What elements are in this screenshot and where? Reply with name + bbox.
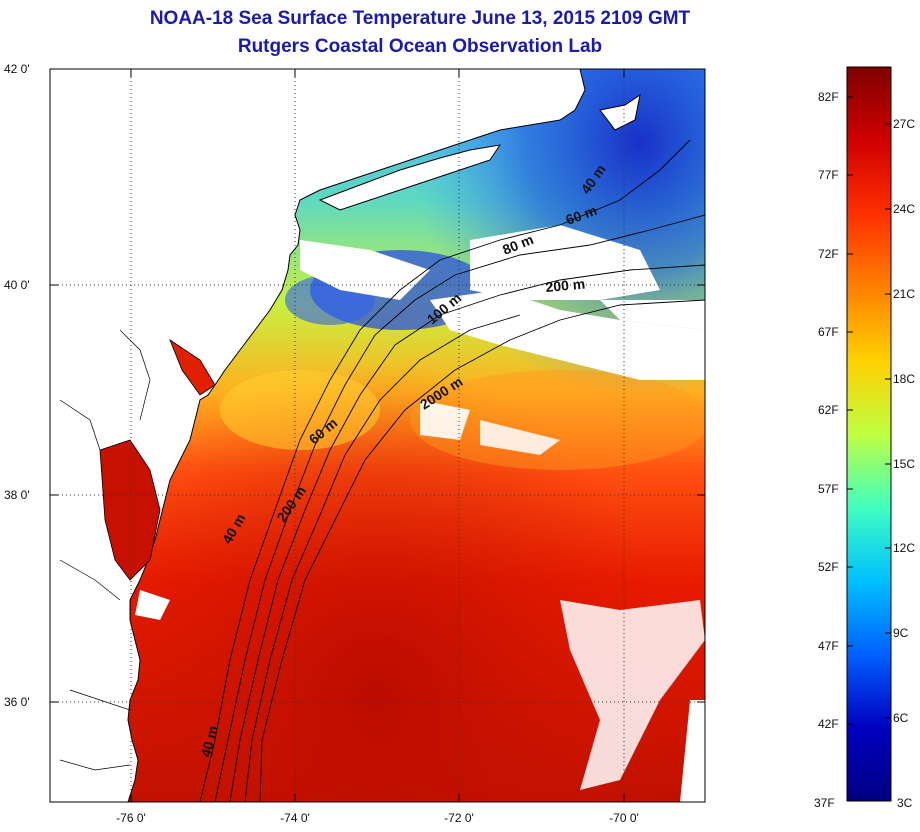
lat-label-38: 38 0' xyxy=(4,488,30,502)
colorbar-c-9: 9C xyxy=(893,626,909,640)
colorbar-c-27: 27C xyxy=(893,117,915,131)
map-subtitle: Rutgers Coastal Ocean Observation Lab xyxy=(237,36,603,57)
frame-ticks xyxy=(50,68,705,802)
lon-label-76: -76 0' xyxy=(116,811,146,825)
colorbar-f-72: 72F xyxy=(818,247,839,261)
temperature-colorbar: 82F 77F 72F 67F 62F 57F 52F 47F 42F 37F … xyxy=(814,66,915,810)
colorbar-c-15: 15C xyxy=(893,457,915,471)
colorbar-f-62: 62F xyxy=(818,403,839,417)
map-title: NOAA-18 Sea Surface Temperature June 13,… xyxy=(149,8,691,29)
depth-contours xyxy=(199,139,705,802)
lon-label-70: -70 0' xyxy=(609,811,639,825)
colorbar-c-6: 6C xyxy=(893,711,909,725)
long-island xyxy=(318,144,502,211)
map-frame xyxy=(49,68,706,803)
colorbar-f-37: 37F xyxy=(814,796,835,810)
colorbar-f-52: 52F xyxy=(818,560,839,574)
colorbar-f-57: 57F xyxy=(818,482,839,496)
lat-label-42: 42 0' xyxy=(4,62,30,76)
contour-label-40m-south: 40 m xyxy=(197,724,221,759)
lat-label-40: 40 0' xyxy=(4,278,30,292)
lat-label-36: 36 0' xyxy=(4,695,30,709)
colorbar-f-67: 67F xyxy=(818,325,839,339)
colorbar-c-12: 12C xyxy=(893,541,915,555)
sea-surface-field xyxy=(50,69,705,802)
colorbar-f-42: 42F xyxy=(818,717,839,731)
contour-label-200m-ne: 200 m xyxy=(545,276,586,295)
colorbar-c-18: 18C xyxy=(893,372,915,386)
lon-label-72: -72 0' xyxy=(444,811,474,825)
colorbar-f-82: 82F xyxy=(818,90,839,104)
colorbar-f-77: 77F xyxy=(818,168,839,182)
colorbar-f-47: 47F xyxy=(818,639,839,653)
colorbar-c-24: 24C xyxy=(893,202,915,216)
lon-label-74: -74 0' xyxy=(280,811,310,825)
colorbar-c-21: 21C xyxy=(893,287,915,301)
cloud-mask xyxy=(135,225,705,802)
colorbar-c-3: 3C xyxy=(897,796,913,810)
